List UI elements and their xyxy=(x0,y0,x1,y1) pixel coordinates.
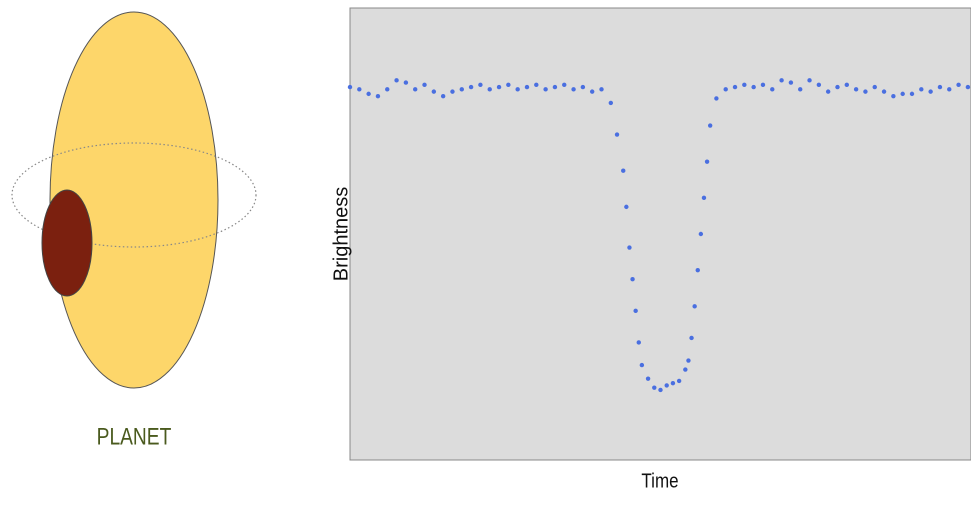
data-point xyxy=(671,381,675,385)
data-point xyxy=(450,89,454,93)
data-point xyxy=(658,388,662,392)
data-point xyxy=(624,205,628,209)
data-point xyxy=(742,83,746,87)
data-point xyxy=(677,379,681,383)
data-point xyxy=(835,85,839,89)
data-point xyxy=(692,304,696,308)
data-point xyxy=(357,87,361,91)
y-axis-label: Brightness xyxy=(330,187,352,282)
data-point xyxy=(637,340,641,344)
data-point xyxy=(348,85,352,89)
data-point xyxy=(497,85,501,89)
data-point xyxy=(630,277,634,281)
data-point xyxy=(633,309,637,313)
data-point xyxy=(571,87,575,91)
data-point xyxy=(599,87,603,91)
data-point xyxy=(394,78,398,82)
data-point xyxy=(665,383,669,387)
data-point xyxy=(733,85,737,89)
data-point xyxy=(525,85,529,89)
data-point xyxy=(366,92,370,96)
data-point xyxy=(724,87,728,91)
data-point xyxy=(581,85,585,89)
data-point xyxy=(621,169,625,173)
plot-area xyxy=(350,8,971,460)
data-point xyxy=(770,87,774,91)
moon xyxy=(42,190,92,296)
data-point xyxy=(460,87,464,91)
data-point xyxy=(404,80,408,84)
data-point xyxy=(686,358,690,362)
data-point xyxy=(422,83,426,87)
data-point xyxy=(789,80,793,84)
data-point xyxy=(807,78,811,82)
data-point xyxy=(928,89,932,93)
data-point xyxy=(590,89,594,93)
data-point xyxy=(696,268,700,272)
data-point xyxy=(609,101,613,105)
data-point xyxy=(553,85,557,89)
data-point xyxy=(938,85,942,89)
data-point xyxy=(562,83,566,87)
data-point xyxy=(873,85,877,89)
data-point xyxy=(854,87,858,91)
x-axis-label: Time xyxy=(641,469,678,492)
data-point xyxy=(683,367,687,371)
data-point xyxy=(956,83,960,87)
data-point xyxy=(947,87,951,91)
data-point xyxy=(441,94,445,98)
data-point xyxy=(506,83,510,87)
data-point xyxy=(413,87,417,91)
data-point xyxy=(845,83,849,87)
data-point xyxy=(714,96,718,100)
data-point xyxy=(488,87,492,91)
data-point xyxy=(798,87,802,91)
data-point xyxy=(615,132,619,136)
data-point xyxy=(689,336,693,340)
data-point xyxy=(863,89,867,93)
data-point xyxy=(627,245,631,249)
data-point xyxy=(751,85,755,89)
data-point xyxy=(652,385,656,389)
data-point xyxy=(826,89,830,93)
data-point xyxy=(702,196,706,200)
diagram: PLANET Brightness Time xyxy=(0,0,971,503)
data-point xyxy=(900,92,904,96)
data-point xyxy=(891,94,895,98)
data-point xyxy=(708,123,712,127)
data-point xyxy=(699,232,703,236)
data-point xyxy=(376,94,380,98)
data-point xyxy=(919,87,923,91)
data-point xyxy=(469,85,473,89)
data-point xyxy=(543,87,547,91)
data-point xyxy=(478,83,482,87)
data-point xyxy=(910,92,914,96)
data-point xyxy=(385,87,389,91)
data-point xyxy=(515,87,519,91)
data-point xyxy=(761,83,765,87)
planet-label: PLANET xyxy=(97,422,172,450)
data-point xyxy=(432,89,436,93)
data-point xyxy=(640,363,644,367)
data-point xyxy=(817,83,821,87)
data-point xyxy=(779,78,783,82)
data-point xyxy=(966,85,970,89)
data-point xyxy=(882,89,886,93)
data-point xyxy=(646,376,650,380)
data-point xyxy=(705,159,709,163)
data-point xyxy=(534,83,538,87)
